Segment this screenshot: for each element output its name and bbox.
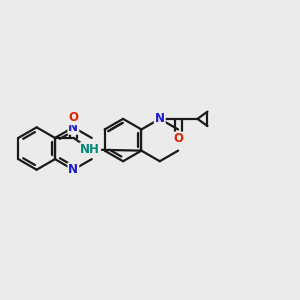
- Text: N: N: [155, 112, 165, 125]
- Text: O: O: [69, 111, 79, 124]
- Text: O: O: [174, 133, 184, 146]
- Text: N: N: [68, 121, 78, 134]
- Text: N: N: [68, 163, 78, 176]
- Text: NH: NH: [80, 143, 100, 156]
